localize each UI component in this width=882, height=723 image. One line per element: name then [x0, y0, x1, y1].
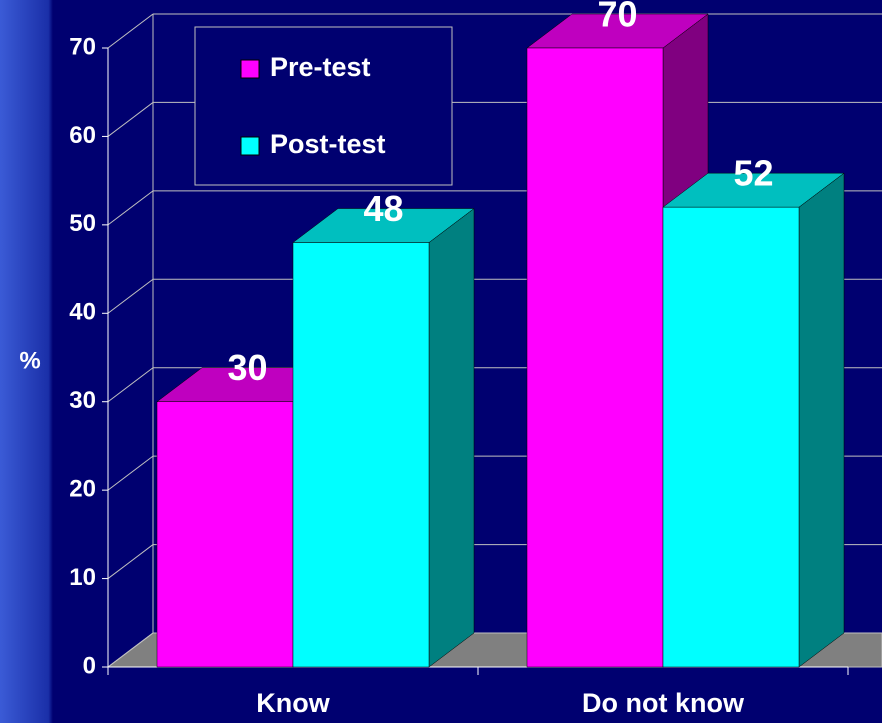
y-tick-label: 70 — [69, 33, 96, 60]
grid-line — [107, 455, 154, 491]
x-tick-label: Do not know — [582, 688, 745, 718]
grid-line — [107, 367, 154, 403]
value-label: 70 — [597, 0, 637, 35]
grid-line — [107, 544, 154, 579]
y-tick-label: 30 — [69, 387, 96, 414]
y-tick-label: 60 — [69, 122, 96, 149]
x-tick-label: Know — [256, 688, 330, 718]
bar — [156, 401, 294, 668]
bar — [526, 47, 664, 668]
value-label: 52 — [733, 153, 773, 194]
legend-swatch — [240, 59, 260, 79]
bar — [292, 242, 430, 668]
value-label: 48 — [363, 188, 403, 229]
grid-line — [107, 190, 154, 226]
y-tick-label: 0 — [83, 652, 96, 679]
grid-line — [107, 278, 154, 314]
y-tick-label: 20 — [69, 475, 96, 502]
bar — [662, 206, 800, 668]
y-tick-label: 40 — [69, 299, 96, 326]
bar-side — [798, 172, 845, 668]
legend-box — [194, 26, 453, 186]
value-label: 30 — [227, 347, 267, 388]
y-tick-label: 50 — [69, 210, 96, 237]
legend-label: Pre-test — [270, 52, 371, 82]
bar-side — [428, 208, 475, 668]
legend-label: Post-test — [270, 129, 386, 159]
grid-line — [107, 13, 154, 49]
grid-line — [107, 632, 154, 668]
y-axis-label: % — [19, 347, 40, 374]
legend-swatch — [240, 136, 260, 156]
y-tick-label: 10 — [69, 564, 96, 591]
grid-line — [107, 102, 154, 137]
